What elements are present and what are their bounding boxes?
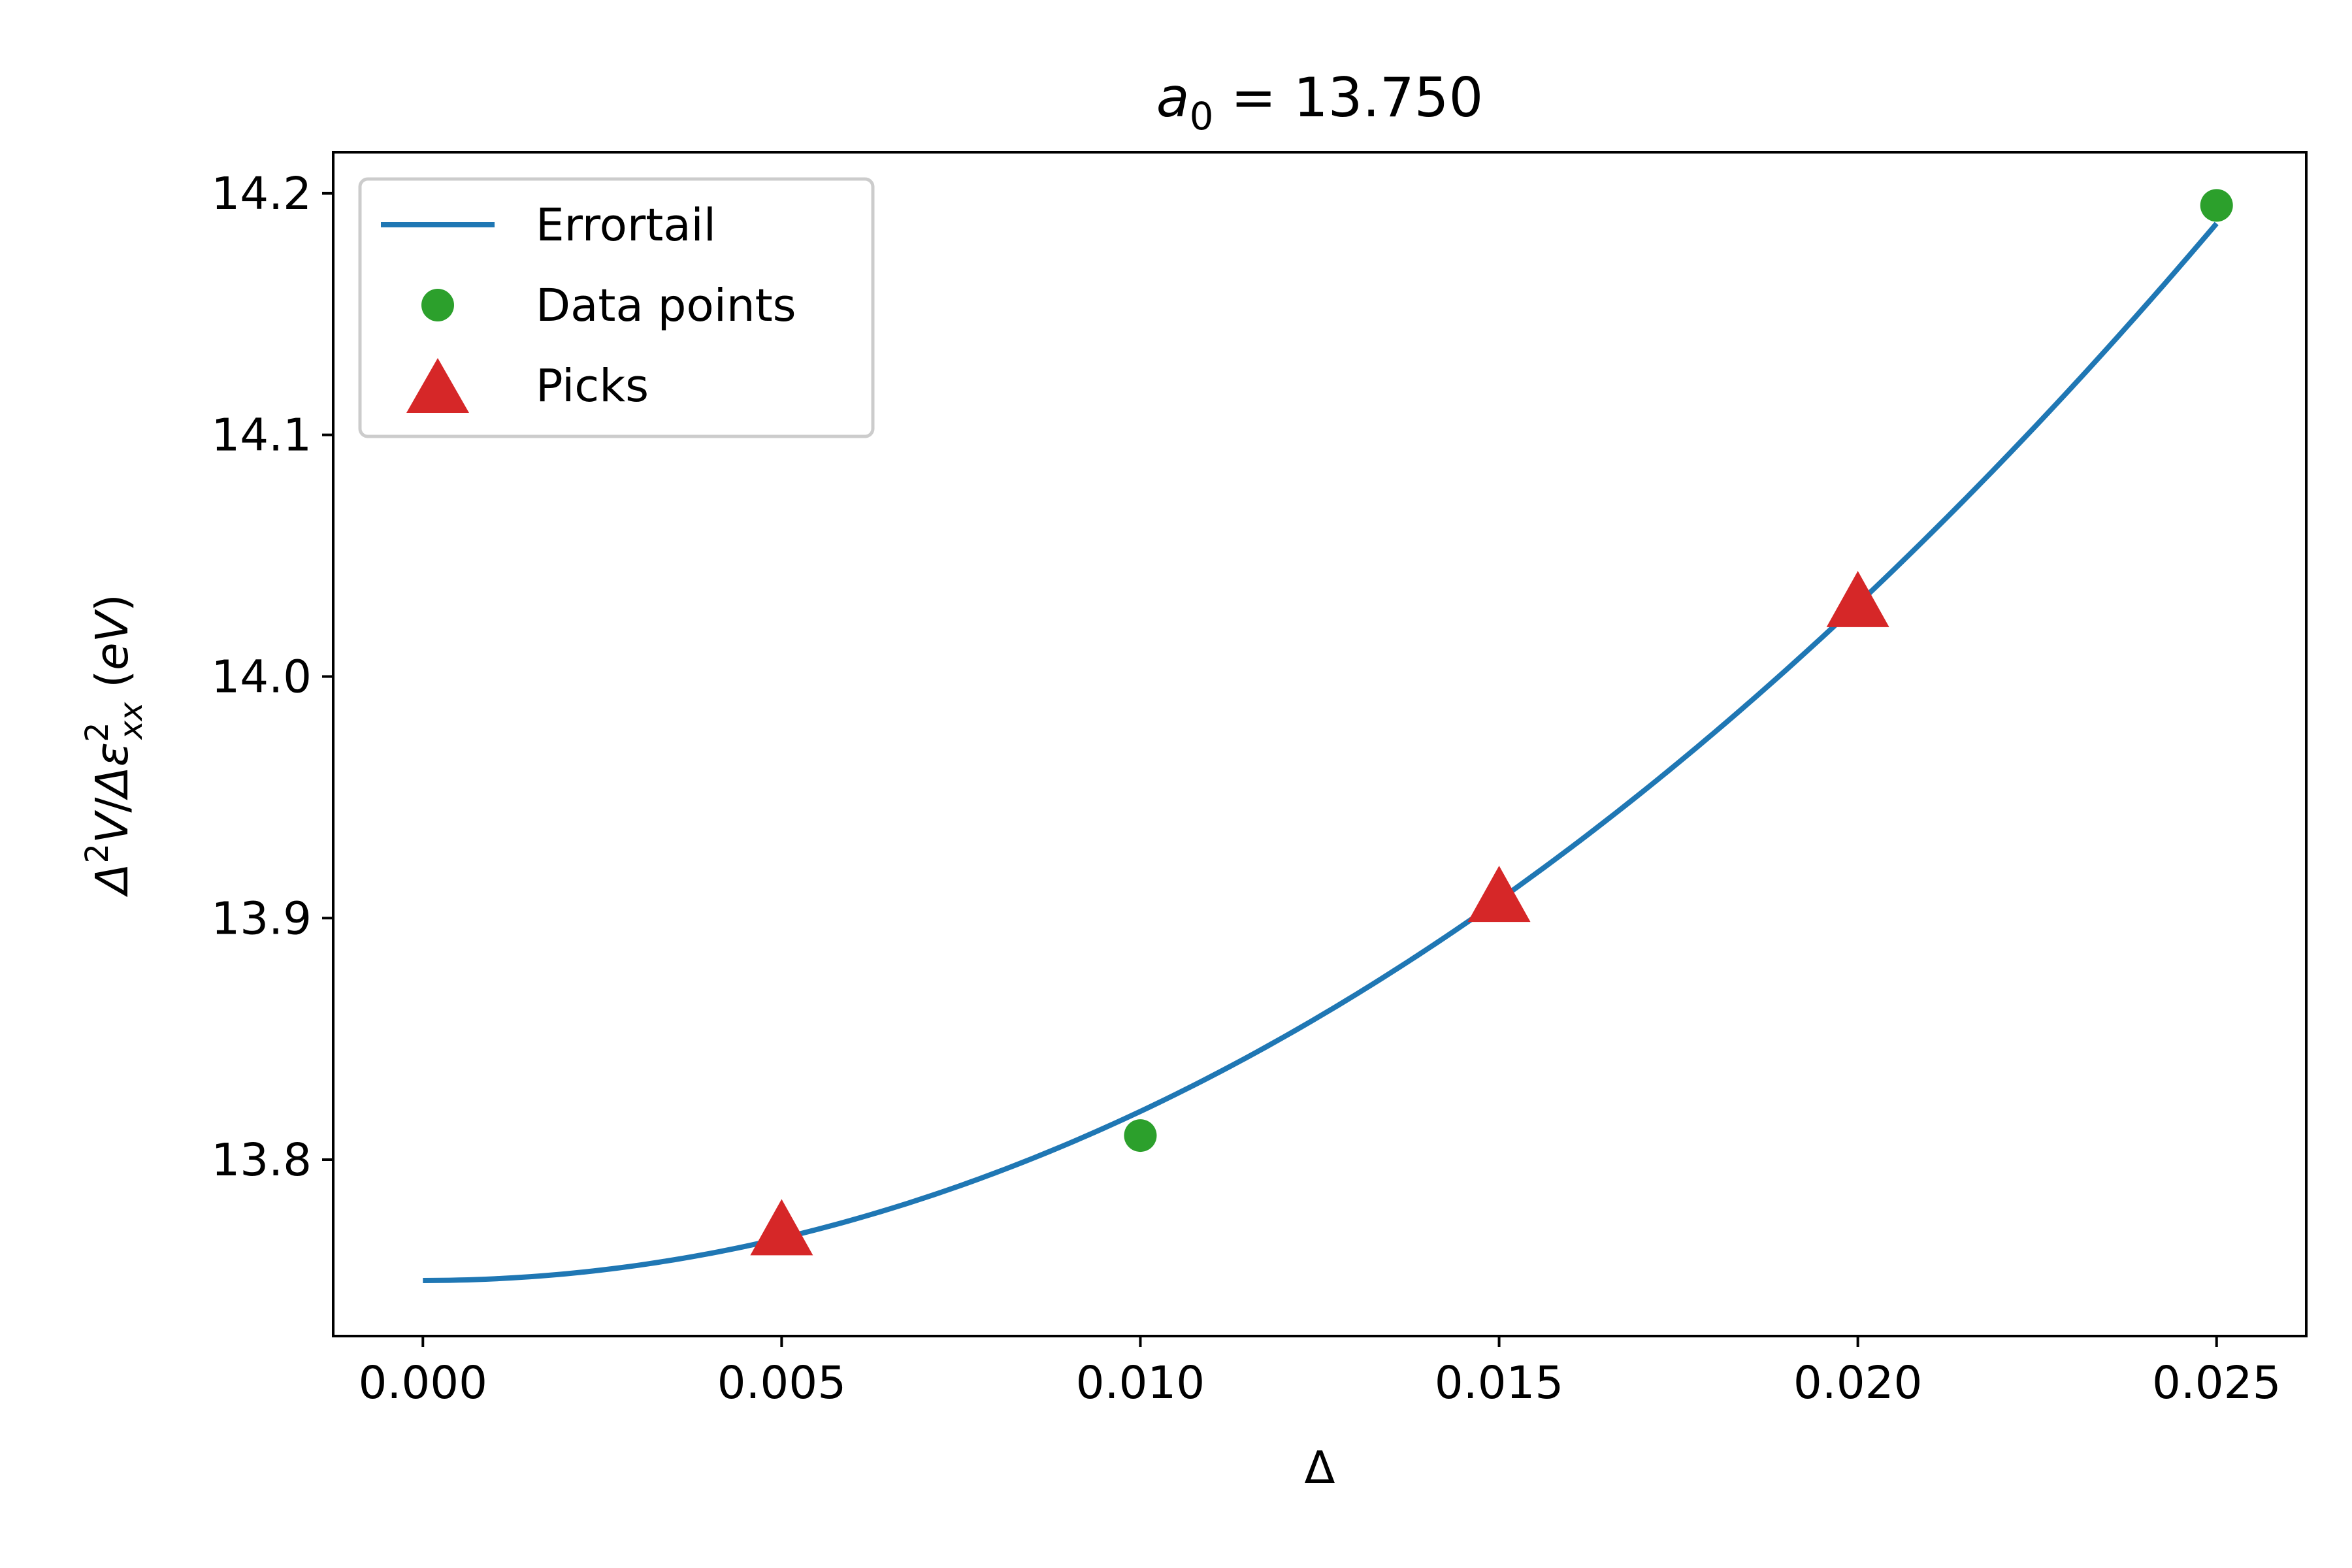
- y-tick-label: 13.9: [211, 892, 312, 945]
- x-tick-label: 0.010: [1076, 1357, 1205, 1409]
- x-tick-label: 0.015: [1435, 1357, 1564, 1409]
- x-tick-label: 0.020: [1793, 1357, 1923, 1409]
- x-axis: 0.000 0.005 0.010 0.015 0.020 0.025: [358, 1336, 2281, 1409]
- axes-frame: [332, 151, 2308, 1337]
- y-tick-label: 13.8: [211, 1134, 312, 1186]
- pick-marker: [750, 1199, 813, 1256]
- legend-label-errortail: Errortail: [536, 199, 716, 252]
- legend: Errortail Data points Picks: [358, 177, 875, 438]
- pick-marker: [1467, 866, 1531, 923]
- legend-label-picks: Picks: [536, 360, 649, 412]
- y-axis-label: Δ2V/Δε2xx (eV): [79, 594, 150, 898]
- y-tick-label: 14.0: [211, 651, 312, 703]
- x-tick-label: 0.005: [717, 1357, 847, 1409]
- chart-title: a0 = 13.750: [1156, 66, 1484, 139]
- pick-marker: [1826, 570, 1889, 627]
- x-tick-label: 0.025: [2152, 1357, 2281, 1409]
- legend-marker-data-points: [421, 289, 454, 321]
- legend-frame: [358, 177, 875, 438]
- legend-marker-picks: [406, 358, 469, 413]
- errortail-line: [423, 221, 2219, 1283]
- plot-area: [423, 189, 2233, 1283]
- x-axis-label: Δ: [1304, 1442, 1335, 1494]
- y-tick-label: 14.1: [211, 410, 312, 462]
- x-tick-label: 0.000: [358, 1357, 487, 1409]
- data-point: [2200, 189, 2233, 222]
- legend-label-data-points: Data points: [536, 280, 796, 332]
- y-tick-label: 14.2: [211, 168, 312, 220]
- y-axis: 13.8 13.9 14.0 14.1 14.2: [211, 168, 333, 1186]
- data-point: [1124, 1119, 1157, 1152]
